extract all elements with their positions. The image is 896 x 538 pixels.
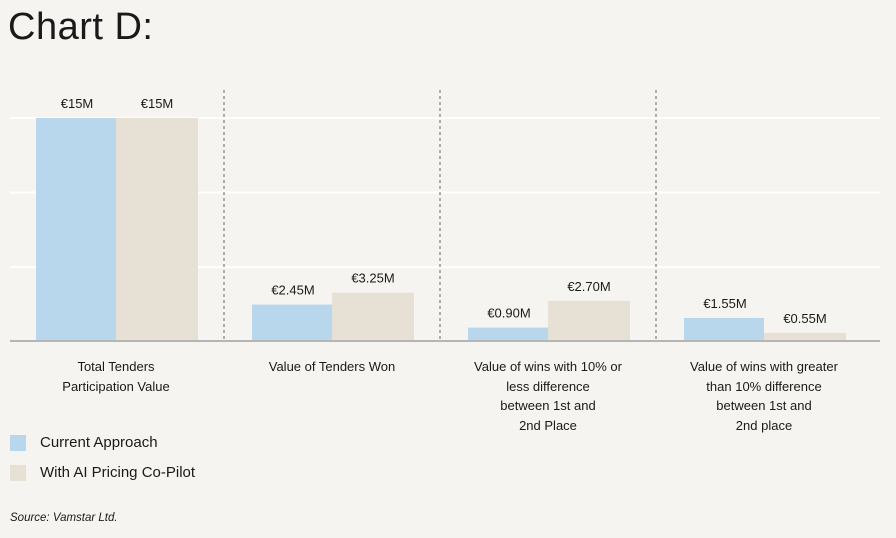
data-label: €15M [61,96,94,111]
bar-ai-0 [116,118,198,341]
data-label: €0.55M [783,311,826,326]
bar-current-0 [36,118,116,341]
data-label: €2.70M [567,279,610,294]
data-label: €3.25M [351,271,394,286]
category-label: Value of wins with greater than 10% diff… [690,359,838,433]
source-note: Source: Vamstar Ltd. [10,512,118,524]
category-label: Value of wins with 10% or less differenc… [474,359,622,433]
category-label: Value of Tenders Won [268,359,396,374]
bar-ai-2 [548,300,630,341]
data-label: €0.90M [487,306,530,321]
data-label: €15M [141,96,174,111]
legend-item-current: Current Approach [10,434,158,451]
chart-title: Chart D: [8,6,154,48]
legend-item-ai: With AI Pricing Co-Pilot [10,464,195,481]
bar-current-3 [684,317,764,341]
data-label: €2.45M [271,283,314,298]
bar-ai-1 [332,292,414,341]
category-label: Total Tenders Participation Value [62,359,170,394]
data-label: €1.55M [703,296,746,311]
legend-swatch-current [10,434,26,451]
bar-ai-3 [764,332,846,341]
legend-swatch-ai [10,464,26,481]
legend-label-current: Current Approach [40,434,158,451]
legend-label-ai: With AI Pricing Co-Pilot [40,464,196,481]
bar-current-1 [252,304,332,341]
bar-current-2 [468,327,548,341]
